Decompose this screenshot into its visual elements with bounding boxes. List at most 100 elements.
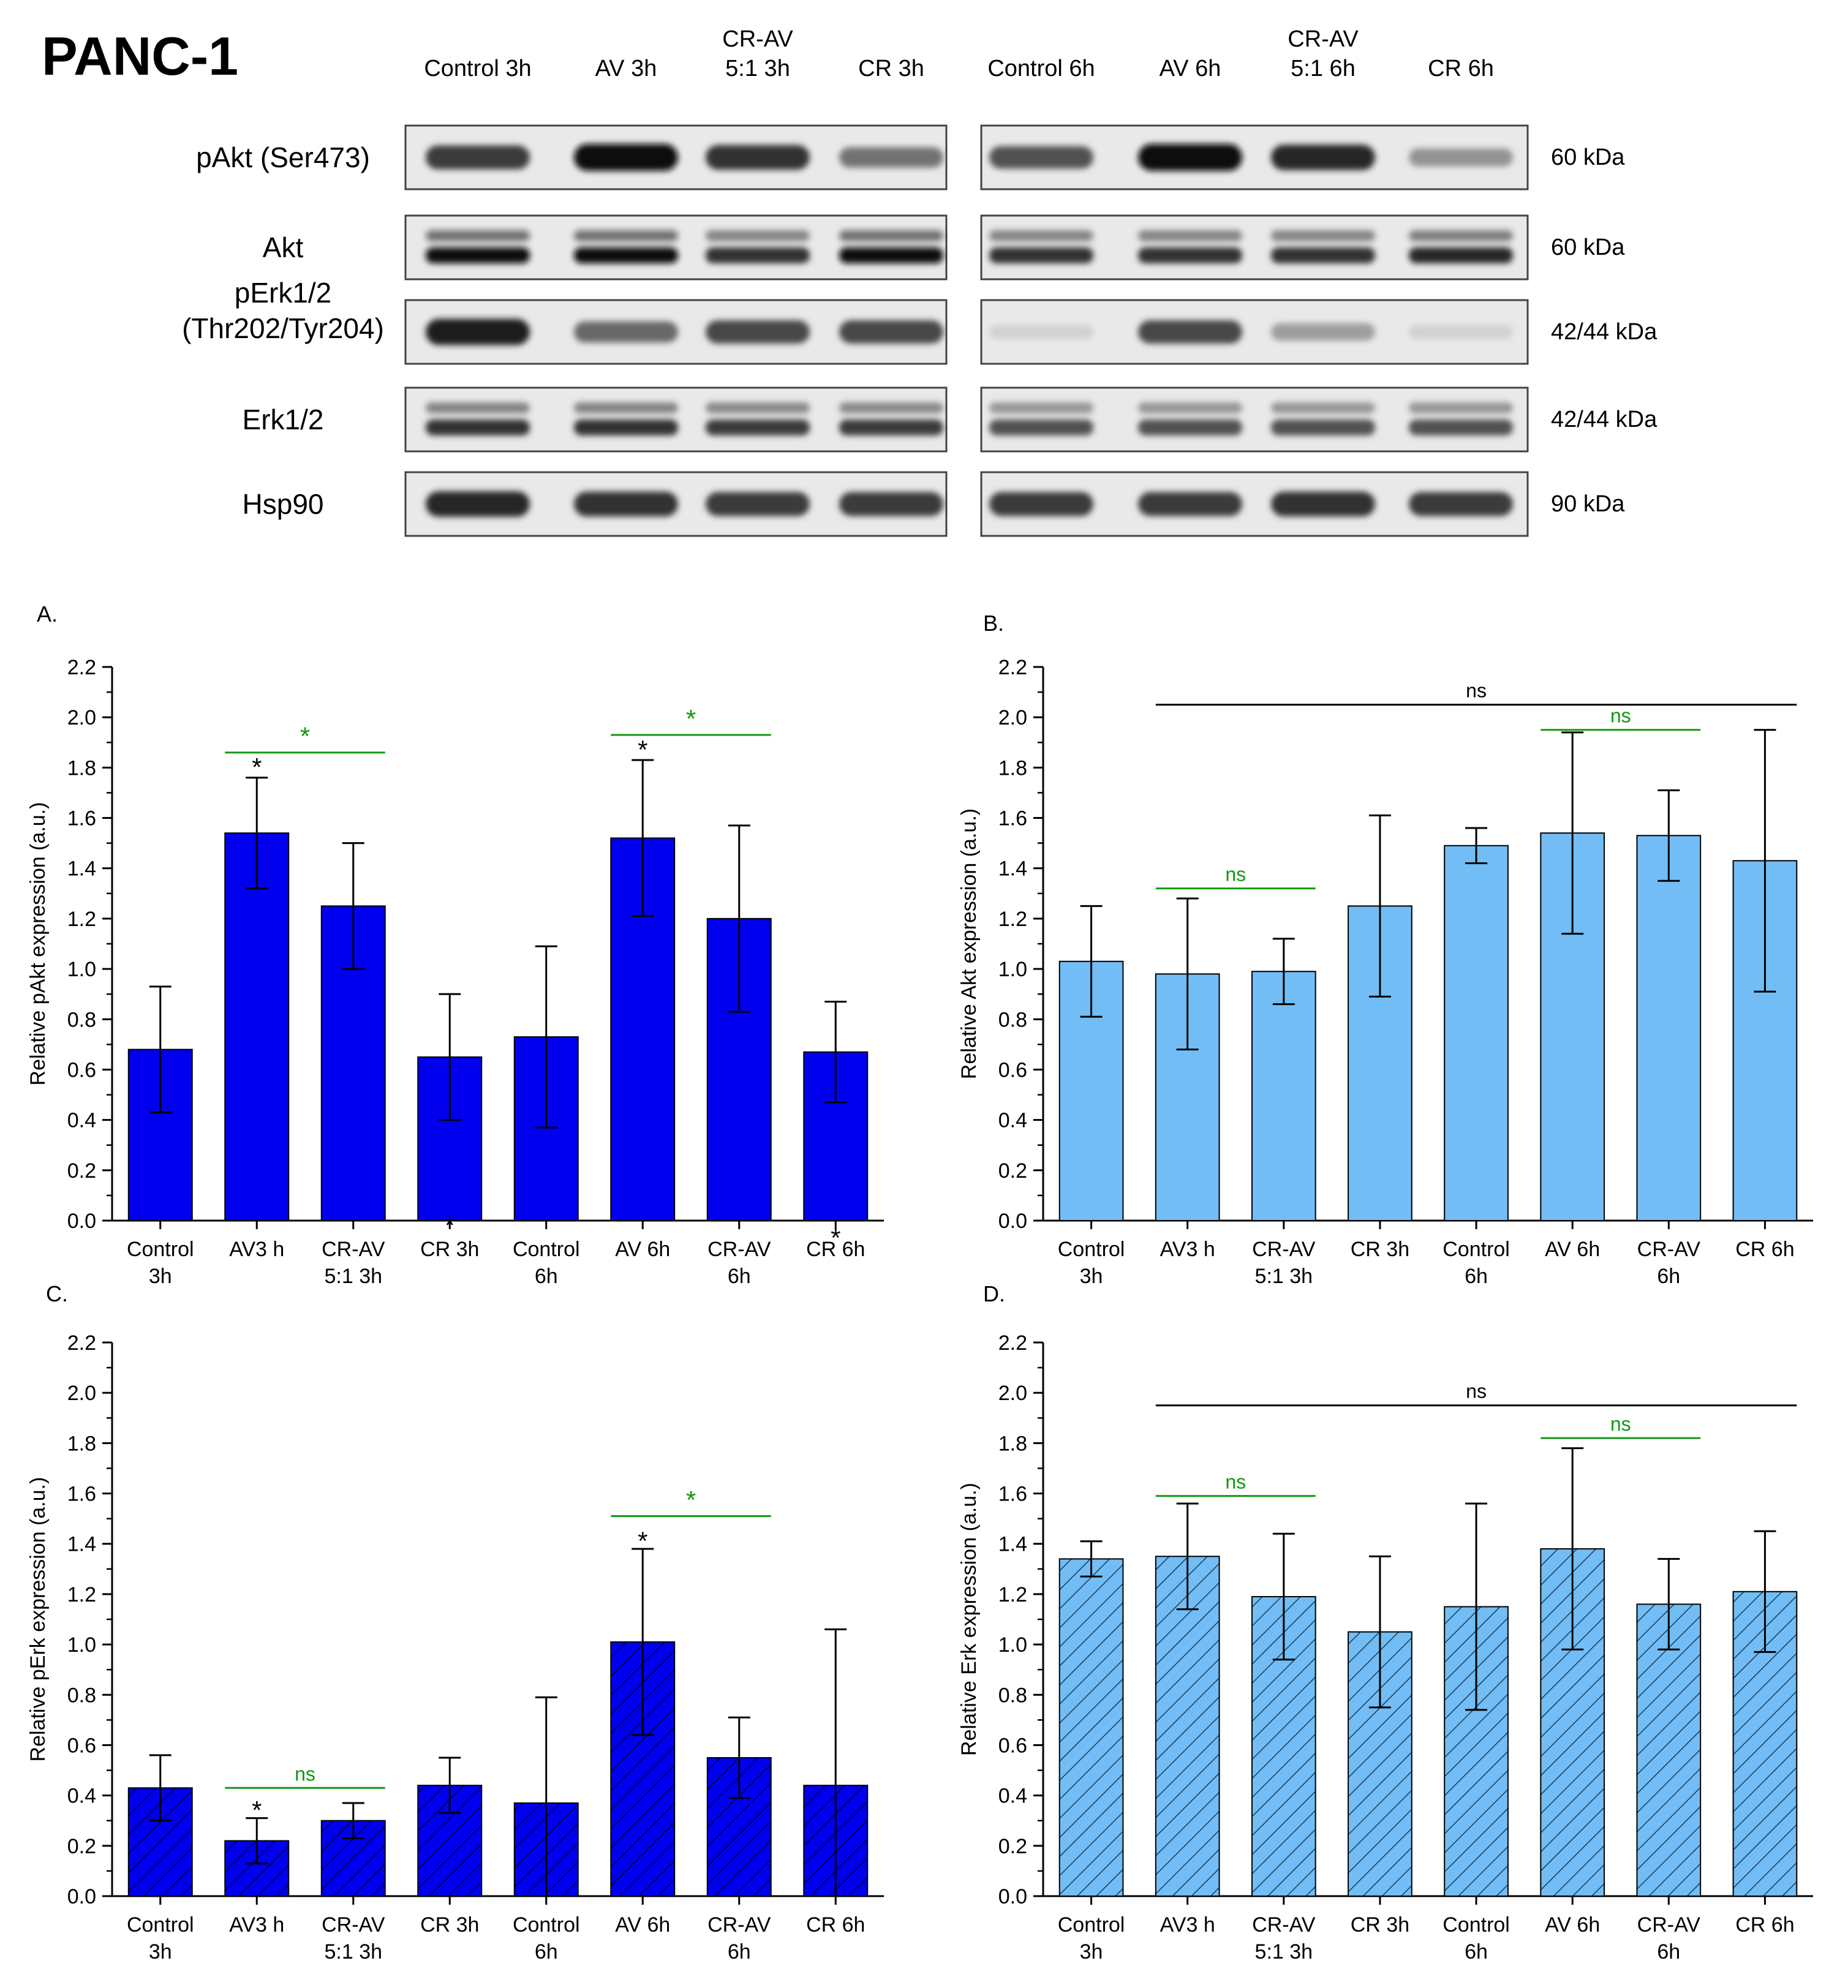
lane-label: CR 3h bbox=[858, 56, 924, 81]
blot-band bbox=[574, 402, 678, 413]
x-tick-label: 6h bbox=[535, 1940, 558, 1964]
x-tick-label: 5:1 3h bbox=[1255, 1265, 1313, 1288]
blot-band bbox=[1409, 492, 1513, 516]
y-tick-label: 1.0 bbox=[67, 1633, 96, 1657]
blot-band bbox=[1409, 148, 1513, 167]
y-tick-label: 0.8 bbox=[67, 1684, 96, 1707]
y-tick-label: 0.8 bbox=[998, 1684, 1027, 1707]
y-tick-label: 0.8 bbox=[67, 1008, 96, 1031]
significance-label: * bbox=[686, 1486, 696, 1515]
x-tick-label: CR-AV bbox=[1637, 1913, 1701, 1937]
significance-star: * bbox=[445, 1211, 454, 1240]
x-tick-label: Control bbox=[1058, 1913, 1125, 1937]
blot-row-label: Akt bbox=[263, 232, 304, 263]
panel-label: B. bbox=[983, 611, 1004, 636]
blot-band bbox=[1138, 420, 1242, 435]
lane-label: AV 3h bbox=[595, 56, 657, 81]
y-tick-label: 1.4 bbox=[67, 857, 96, 881]
x-tick-label: CR 3h bbox=[1351, 1913, 1409, 1937]
x-tick-label: Control bbox=[127, 1913, 194, 1937]
lane-label: 5:1 6h bbox=[1291, 56, 1356, 81]
blot-band bbox=[574, 247, 678, 263]
blot-band bbox=[1138, 402, 1242, 413]
significance-label: ns bbox=[1466, 1380, 1487, 1403]
bar bbox=[1636, 1603, 1702, 1897]
panel-label: D. bbox=[983, 1281, 1005, 1306]
blot-band bbox=[706, 320, 810, 344]
x-tick-label: 5:1 3h bbox=[324, 1940, 382, 1964]
y-tick-label: 0.2 bbox=[67, 1159, 96, 1183]
x-tick-label: CR 6h bbox=[1735, 1238, 1794, 1261]
blot-band bbox=[574, 144, 678, 171]
bar-charts: A. 0.0 0.2 0.4 0.6 0.8 1.0 1.2 1.4 1.6 1.8 2.0 2.2 Re… bbox=[26, 601, 1813, 1964]
x-tick-label: CR-AV bbox=[707, 1913, 771, 1937]
significance-label: * bbox=[686, 704, 696, 733]
y-axis-label: Relative pAkt expression (a.u.) bbox=[26, 802, 50, 1086]
blot-row-label: (Thr202/Tyr204) bbox=[182, 312, 384, 344]
x-tick-label: CR-AV bbox=[707, 1238, 771, 1261]
x-tick-label: Control bbox=[127, 1238, 194, 1261]
y-tick-label: 0.6 bbox=[998, 1734, 1027, 1757]
significance-star: * bbox=[638, 1526, 647, 1555]
panel-label: A. bbox=[37, 601, 58, 627]
y-tick-label: 1.4 bbox=[998, 1533, 1027, 1556]
y-tick-label: 0.2 bbox=[67, 1835, 96, 1858]
chart-panel: B. 0.0 0.2 0.4 0.6 0.8 1.0 1.2 1.4 1.6 1.8 2.0 2.2 Re… bbox=[957, 611, 1813, 1288]
x-tick-label: AV3 h bbox=[1160, 1913, 1215, 1937]
x-tick-label: 3h bbox=[149, 1940, 172, 1964]
lane-label: AV 6h bbox=[1160, 56, 1221, 81]
y-tick-label: 2.2 bbox=[998, 656, 1027, 679]
y-tick-label: 0.4 bbox=[67, 1785, 96, 1808]
blot-kda-label: 90 kDa bbox=[1551, 491, 1625, 517]
y-tick-label: 0.4 bbox=[67, 1109, 96, 1132]
x-tick-label: 3h bbox=[1080, 1940, 1103, 1964]
y-tick-label: 1.6 bbox=[998, 1483, 1027, 1506]
blot-kda-label: 60 kDa bbox=[1551, 235, 1625, 260]
significance-star: * bbox=[252, 1796, 262, 1824]
significance-star: * bbox=[831, 1224, 840, 1252]
y-axis-label: Relative Erk expression (a.u.) bbox=[957, 1483, 981, 1756]
x-tick-label: Control bbox=[1058, 1238, 1125, 1261]
y-axis-label: Relative pErk expression (a.u.) bbox=[26, 1477, 50, 1762]
x-tick-label: 6h bbox=[535, 1265, 558, 1288]
y-tick-label: 2.2 bbox=[67, 656, 96, 679]
bar bbox=[1636, 835, 1702, 1221]
y-tick-label: 0.0 bbox=[998, 1210, 1027, 1233]
y-tick-label: 1.0 bbox=[998, 958, 1027, 981]
blot-band bbox=[1409, 402, 1513, 413]
x-tick-label: AV 6h bbox=[1545, 1913, 1600, 1937]
blot-row-label: Erk1/2 bbox=[243, 404, 324, 435]
x-tick-label: CR-AV bbox=[1252, 1238, 1316, 1261]
x-tick-label: CR 3h bbox=[420, 1238, 479, 1261]
x-tick-label: CR-AV bbox=[322, 1238, 385, 1261]
y-tick-label: 0.0 bbox=[67, 1210, 96, 1233]
x-tick-label: CR 3h bbox=[420, 1913, 479, 1937]
blot-band bbox=[989, 402, 1093, 413]
blot-band bbox=[426, 420, 530, 435]
y-tick-label: 2.0 bbox=[67, 1382, 96, 1405]
significance-star: * bbox=[252, 753, 262, 781]
chart-panel: D. 0.0 0.2 0.4 0.6 0.8 1.0 1.2 1.4 1.6 1.8 2.0 2.2 Re… bbox=[957, 1281, 1813, 1964]
lane-label: 5:1 3h bbox=[725, 56, 790, 81]
blot-band bbox=[989, 492, 1093, 516]
x-tick-label: Control bbox=[513, 1913, 580, 1937]
y-tick-label: 1.0 bbox=[998, 1633, 1027, 1657]
lane-label: Control 3h bbox=[424, 56, 531, 81]
blot-band bbox=[1271, 230, 1375, 241]
blot-kda-label: 60 kDa bbox=[1551, 145, 1625, 170]
blot-band bbox=[1138, 230, 1242, 241]
blot-band bbox=[706, 492, 810, 516]
chart-panel: C. 0.0 0.2 0.4 0.6 0.8 1.0 1.2 1.4 1.6 1.8 2.0 2.2 Re… bbox=[26, 1281, 884, 1964]
blot-band bbox=[574, 230, 678, 241]
y-tick-label: 2.0 bbox=[67, 706, 96, 729]
significance-label: ns bbox=[1225, 864, 1246, 886]
blot-band bbox=[1409, 247, 1513, 263]
blot-band bbox=[574, 420, 678, 435]
blot-band bbox=[706, 230, 810, 241]
y-tick-label: 1.8 bbox=[67, 756, 96, 780]
blot-band bbox=[839, 402, 943, 413]
blot-band bbox=[1138, 492, 1242, 516]
blot-band bbox=[574, 321, 678, 343]
blot-band bbox=[426, 230, 530, 241]
